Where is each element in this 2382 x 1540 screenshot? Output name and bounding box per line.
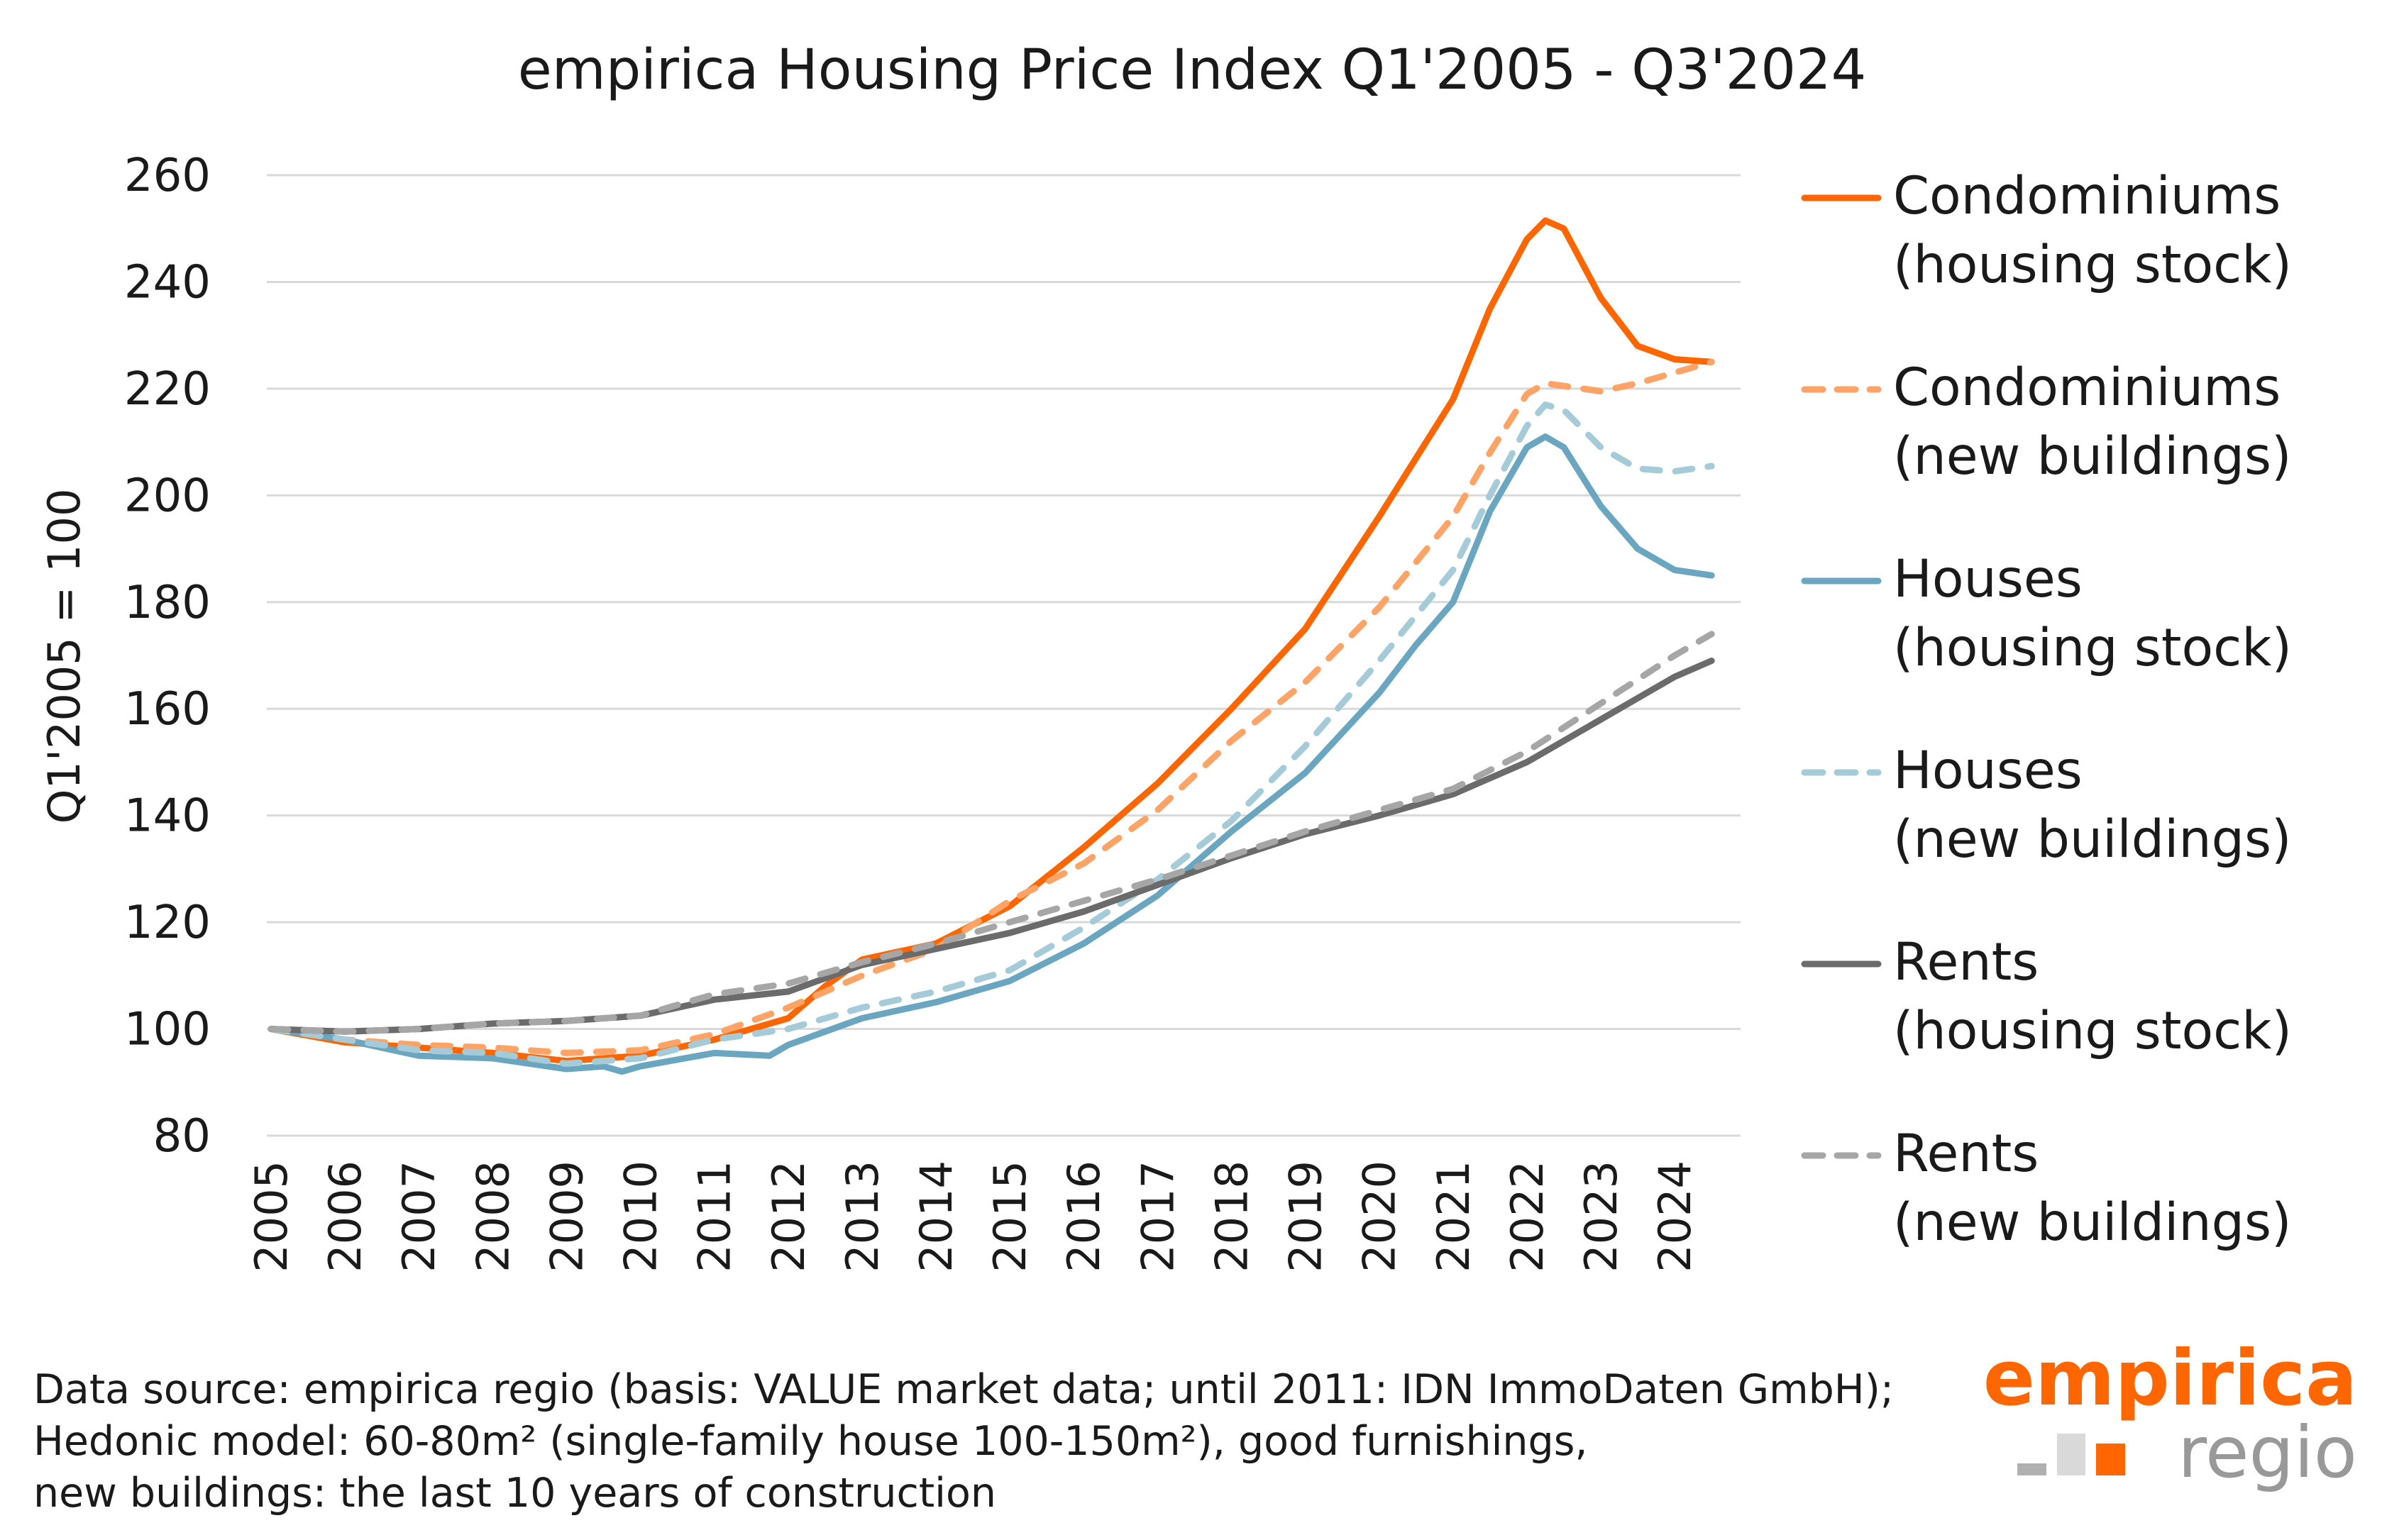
x-tick-label: 2019 [1280,1160,1332,1273]
legend-label: Houses [1893,741,2083,801]
y-tick-label: 80 [153,1110,211,1163]
footnote: Data source: empirica regio (basis: VALU… [33,1366,1894,1517]
logo-square-gray [2017,1463,2046,1475]
series-line-5 [268,631,1715,1035]
series-line-3 [268,401,1715,1067]
x-tick-label: 2023 [1575,1160,1627,1273]
legend: Condominiums (housing stock) Condominiums (… [1801,166,2292,1253]
logo-regio: regio [2178,1411,2357,1494]
chart-title: empirica Housing Price Index Q1'2005 - Q… [518,38,1867,102]
logo-empirica: empirica [1983,1334,2357,1423]
legend-label: Houses [1893,549,2083,609]
y-axis-label: Q1'2005 = 100 [38,489,90,824]
x-tick-label: 2021 [1428,1160,1479,1273]
series-lines [268,217,1715,1075]
footnote-line: new buildings: the last 10 years of cons… [33,1470,996,1517]
legend-label-sub: (new buildings) [1893,426,2291,487]
empirica-regio-logo: empirica regio [1983,1334,2357,1494]
x-tick-label: 2017 [1132,1160,1184,1273]
series-line-1 [268,358,1715,1056]
y-tick-label: 180 [124,577,211,629]
y-tick-label: 100 [124,1004,211,1056]
x-tick-label: 2015 [984,1160,1036,1273]
x-tick-label: 2013 [837,1160,888,1273]
y-tick-label: 220 [124,363,211,416]
y-tick-label: 160 [124,683,211,736]
x-tick-label: 2010 [615,1160,667,1273]
legend-label: Rents [1893,932,2039,992]
x-tick-label: 2020 [1354,1160,1406,1273]
grid [267,174,1741,1137]
logo-square-orange [2096,1444,2125,1475]
x-tick-label: 2009 [541,1160,592,1273]
x-tick-label: 2007 [393,1160,445,1273]
legend-label-sub: (housing stock) [1893,618,2292,678]
x-tick-label: 2006 [319,1160,371,1273]
x-tick-label: 2014 [910,1160,962,1273]
x-tick-label: 2011 [689,1160,741,1273]
x-tick-label: 2005 [246,1160,297,1273]
legend-label-sub: (new buildings) [1893,1192,2291,1253]
x-tick-label: 2008 [467,1160,519,1273]
x-tick-label: 2024 [1649,1160,1701,1273]
y-tick-label: 120 [124,897,211,949]
series-line-2 [268,433,1715,1075]
legend-label: Condominiums [1893,358,2281,418]
x-tick-labels: 2005 2006 2007 2008 2009 2010 2011 2012 2013 2014… [246,1160,1701,1273]
x-tick-label: 2012 [763,1160,815,1273]
y-tick-label: 140 [124,790,211,843]
logo-square-light [2057,1434,2085,1475]
x-tick-label: 2016 [1058,1160,1110,1273]
footnote-line: Hedonic model: 60-80m² (single-family ho… [33,1418,1588,1465]
x-tick-label: 2018 [1206,1160,1257,1273]
y-tick-label: 260 [124,150,211,202]
x-tick-label: 2022 [1501,1160,1553,1273]
legend-label: Condominiums [1893,166,2281,226]
footnote-line: Data source: empirica regio (basis: VALU… [33,1366,1894,1413]
y-tick-labels: 80 100 120 140 160 180 200 220 240 260 [124,150,211,1163]
legend-label-sub: (new buildings) [1893,809,2291,870]
legend-label-sub: (housing stock) [1893,1001,2292,1061]
legend-label-sub: (housing stock) [1893,235,2292,295]
legend-label: Rents [1893,1124,2039,1184]
y-tick-label: 240 [124,256,211,309]
y-tick-label: 200 [124,470,211,522]
